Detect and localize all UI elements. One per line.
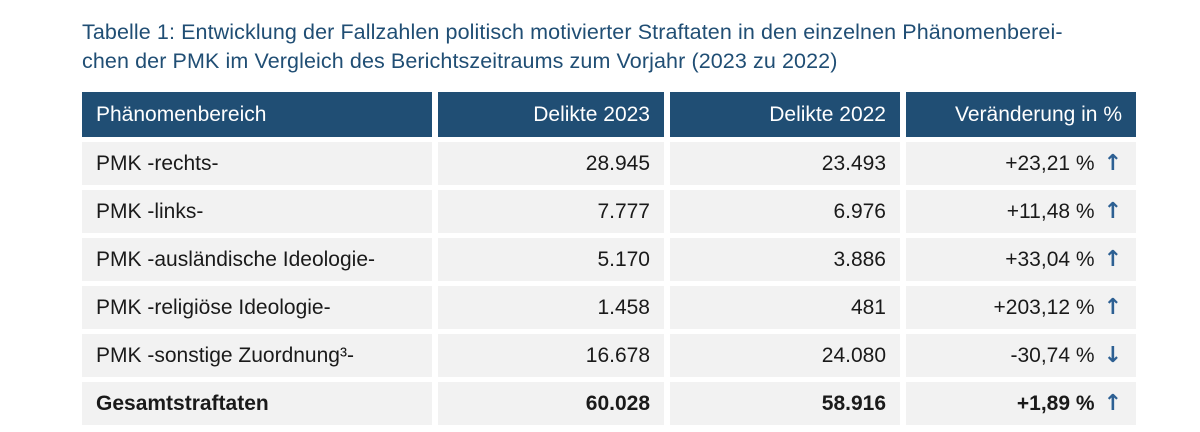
change-value: +203,12 % xyxy=(993,295,1095,319)
cell-delikte-2023-total: 60.028 xyxy=(438,382,664,425)
column-header-phaenomenbereich: Phänomenbereich xyxy=(82,92,432,137)
column-header-delikte-2022: Delikte 2022 xyxy=(670,92,900,137)
row-label: PMK -sonstige Zuordnung³- xyxy=(82,334,432,377)
cell-delikte-2022: 23.493 xyxy=(670,142,900,185)
cell-change: -30,74 % ↓ xyxy=(906,334,1136,377)
cell-change: +33,04 % ↑ xyxy=(906,238,1136,281)
cell-change: +23,21 % ↑ xyxy=(906,142,1136,185)
change-value: +11,48 % xyxy=(1006,199,1095,223)
cell-change-total: +1,89 % ↑ xyxy=(906,382,1136,425)
cell-change: +203,12 % ↑ xyxy=(906,286,1136,329)
cell-delikte-2022: 6.976 xyxy=(670,190,900,233)
table-title: Tabelle 1: Entwicklung der Fallzahlen po… xyxy=(82,18,1142,76)
trend-down-icon: ↓ xyxy=(1103,342,1122,368)
cell-delikte-2022: 3.886 xyxy=(670,238,900,281)
row-label: PMK -rechts- xyxy=(82,142,432,185)
row-label-total: Gesamtstraftaten xyxy=(82,382,432,425)
trend-up-icon: ↑ xyxy=(1103,390,1122,416)
cell-delikte-2022: 481 xyxy=(670,286,900,329)
cell-delikte-2023: 16.678 xyxy=(438,334,664,377)
trend-up-icon: ↑ xyxy=(1103,150,1122,176)
row-label: PMK -religiöse Ideologie- xyxy=(82,286,432,329)
row-label: PMK -links- xyxy=(82,190,432,233)
cell-delikte-2023: 28.945 xyxy=(438,142,664,185)
column-header-delikte-2023: Delikte 2023 xyxy=(438,92,664,137)
table-title-line1: Tabelle 1: Entwicklung der Fallzahlen po… xyxy=(82,20,1063,44)
change-value: -30,74 % xyxy=(1010,343,1095,367)
cell-change: +11,48 % ↑ xyxy=(906,190,1136,233)
pmk-statistics-table: Phänomenbereich Delikte 2023 Delikte 202… xyxy=(82,92,1136,425)
row-label: PMK -ausländische Ideologie- xyxy=(82,238,432,281)
cell-delikte-2022-total: 58.916 xyxy=(670,382,900,425)
column-header-veraenderung: Veränderung in % xyxy=(906,92,1136,137)
trend-up-icon: ↑ xyxy=(1103,246,1122,272)
cell-delikte-2022: 24.080 xyxy=(670,334,900,377)
trend-up-icon: ↑ xyxy=(1103,294,1122,320)
cell-delikte-2023: 7.777 xyxy=(438,190,664,233)
table-title-line2: chen der PMK im Vergleich des Berichtsze… xyxy=(82,49,838,73)
trend-up-icon: ↑ xyxy=(1103,198,1122,224)
change-value: +33,04 % xyxy=(1005,247,1095,271)
cell-delikte-2023: 1.458 xyxy=(438,286,664,329)
change-value: +1,89 % xyxy=(1016,391,1095,415)
cell-delikte-2023: 5.170 xyxy=(438,238,664,281)
change-value: +23,21 % xyxy=(1005,151,1095,175)
